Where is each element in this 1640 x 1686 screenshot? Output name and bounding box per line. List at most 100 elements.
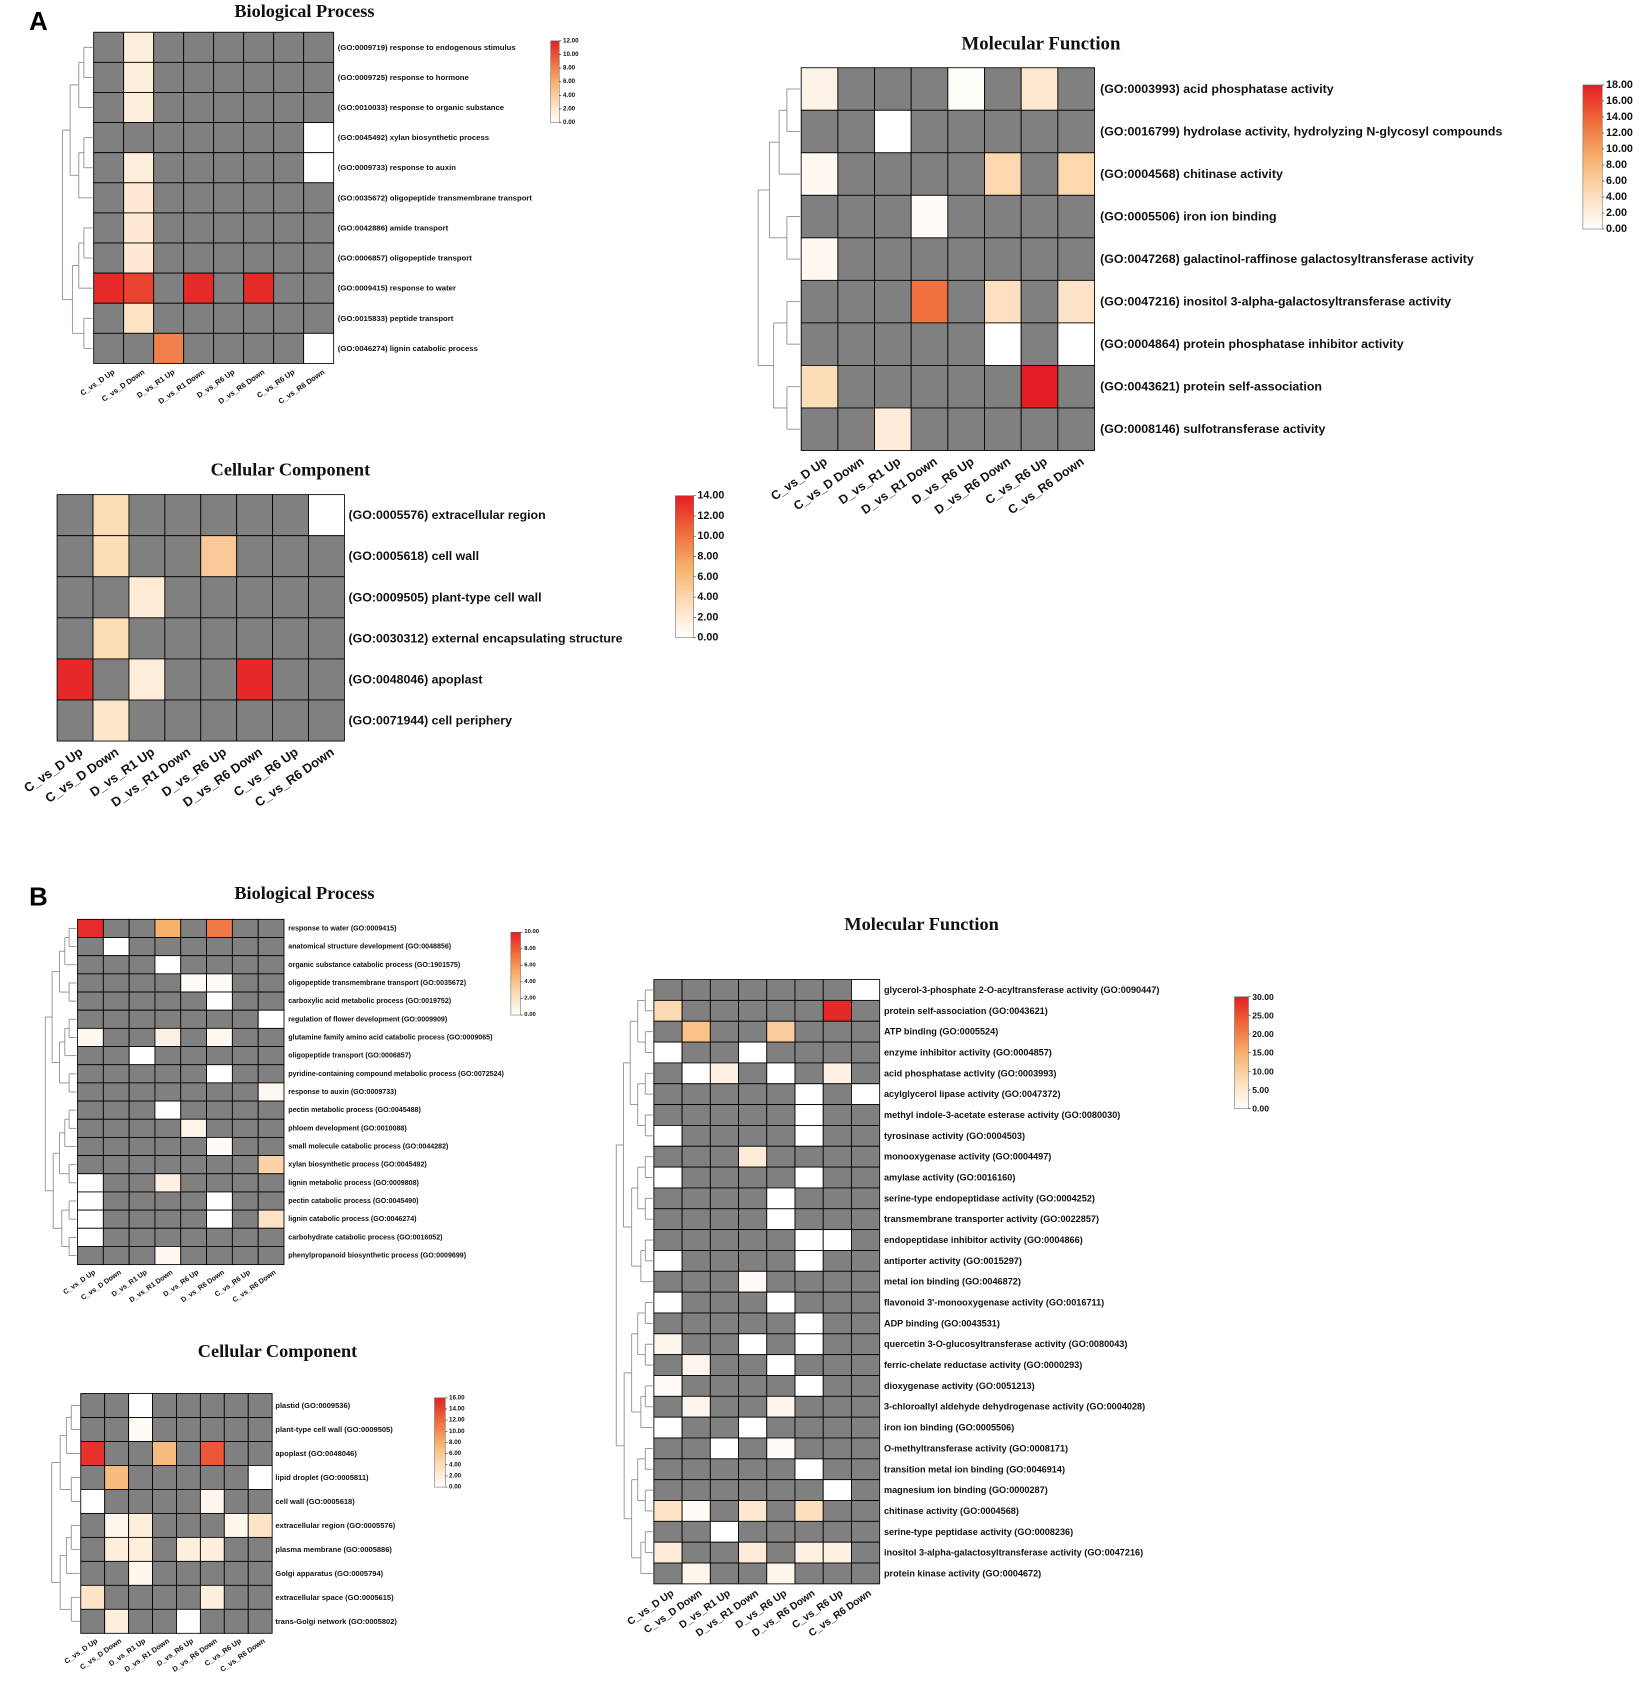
heatmap-cell [947, 279, 985, 324]
heatmap-cell [200, 494, 238, 537]
heatmap-cell [128, 918, 156, 938]
heatmap-cell [128, 1608, 153, 1634]
heatmap-cell [199, 1489, 225, 1514]
heatmap-cell [257, 1009, 285, 1029]
heatmap-chart: Cellular Component (GO:0005576) extracell… [21, 459, 724, 810]
heatmap-cell [273, 92, 305, 124]
heatmap-cell [800, 407, 839, 451]
heatmap-cell [681, 979, 711, 1001]
heatmap-cell [257, 991, 285, 1011]
heatmap-cell [200, 576, 238, 619]
color-scale-tick-label: 2.00 [563, 105, 576, 112]
heatmap-cell [303, 332, 335, 364]
row-label: lignin metabolic process (GO:0009808) [288, 1179, 419, 1187]
color-scale-tick-label: 8.00 [1606, 159, 1627, 171]
heatmap-cell [822, 999, 852, 1022]
row-label: (GO:0005618) cell wall [349, 549, 480, 563]
heatmap-cell [738, 1124, 768, 1147]
row-label: ADP binding (GO:0043531) [884, 1318, 1000, 1328]
heatmap-cell [273, 332, 305, 364]
heatmap-cell [77, 1046, 104, 1066]
heatmap-cell [738, 979, 768, 1001]
heatmap-cell [93, 302, 125, 334]
heatmap-cell [154, 1209, 182, 1229]
heatmap-cell [93, 212, 125, 244]
heatmap-cell [152, 1560, 177, 1586]
heatmap-cell [738, 1541, 768, 1564]
heatmap-cell [154, 1082, 182, 1102]
heatmap-cell [794, 1437, 824, 1460]
heatmap-cell [223, 1560, 249, 1586]
heatmap-cell [303, 61, 335, 93]
row-label: carboxylic acid metabolic process (GO:00… [288, 997, 451, 1005]
heatmap-chart: Biological Process (GO:0009719) response … [62, 1, 579, 406]
heatmap-cell [243, 31, 275, 63]
row-label: response to auxin (GO:0009733) [288, 1088, 396, 1096]
heatmap-cell [180, 1173, 207, 1193]
chart-title: Molecular Function [962, 33, 1121, 54]
color-scale-tick-label: 0.00 [1606, 223, 1627, 235]
heatmap-cell [794, 1479, 824, 1501]
heatmap-cell [153, 302, 185, 334]
heatmap-cell [947, 407, 985, 451]
heatmap-cell [243, 182, 275, 214]
heatmap-cell [794, 1333, 824, 1356]
heatmap-cell [199, 1417, 225, 1442]
heatmap-cell [273, 242, 305, 274]
heatmap-cell [128, 1046, 156, 1066]
color-scale-bar [1582, 84, 1603, 230]
heatmap-cell [738, 1479, 768, 1501]
row-label: amylase activity (GO:0016160) [884, 1173, 1015, 1183]
row-label: pectin catabolic process (GO:0045490) [288, 1197, 418, 1205]
heatmap-cell [236, 699, 274, 742]
heatmap-cell [681, 1479, 711, 1501]
row-label: oligopeptide transmembrane transport (GO… [288, 979, 466, 987]
heatmap-cell [303, 182, 335, 214]
row-label: quercetin 3-O-glucosyltransferase activi… [884, 1339, 1127, 1349]
row-label: transition metal ion binding (GO:0046914… [884, 1464, 1065, 1474]
heatmap-cell [153, 272, 185, 304]
heatmap-cell [128, 1560, 153, 1586]
heatmap-cell [709, 1479, 739, 1501]
heatmap-cell [152, 1489, 177, 1514]
row-label: (GO:0008146) sulfotransferase activity [1100, 422, 1325, 436]
color-scale-tick-label: 4.00 [524, 979, 536, 985]
heatmap-cell [738, 1500, 768, 1522]
chart-title: Biological Process [234, 883, 374, 903]
color-scale-tick-label: 4.00 [449, 1461, 462, 1468]
heatmap-cell [794, 1541, 824, 1564]
heatmap-cell [257, 1064, 285, 1084]
row-label: (GO:0071944) cell periphery [349, 714, 513, 728]
heatmap-cell [56, 494, 94, 537]
heatmap-cell [681, 1250, 711, 1272]
heatmap-cell [247, 1512, 273, 1538]
heatmap-cell [206, 1082, 233, 1102]
heatmap-cell [257, 937, 285, 957]
heatmap-cell [653, 1229, 683, 1251]
heatmap-cell [93, 332, 125, 364]
chart-title: Biological Process [234, 1, 374, 21]
heatmap-cell [213, 182, 245, 214]
heatmap-cell [231, 918, 259, 938]
row-label: extracellular region (GO:0005576) [275, 1521, 395, 1530]
heatmap-cell [213, 31, 245, 63]
heatmap-cell [984, 237, 1022, 281]
heatmap-cell [1020, 407, 1059, 451]
heatmap-cell [154, 1173, 182, 1193]
heatmap-cell [800, 67, 839, 111]
heatmap-cell [766, 979, 796, 1001]
row-label: pyridine-containing compound metabolic p… [288, 1070, 504, 1078]
heatmap-cell [653, 1458, 683, 1481]
heatmap-cell [794, 1270, 824, 1293]
heatmap-cell [223, 1512, 249, 1538]
heatmap-cell [681, 1541, 711, 1564]
heatmap-cell [709, 1500, 739, 1522]
heatmap-cell [93, 92, 125, 124]
color-scale-tick-label: 20.00 [1252, 1029, 1274, 1039]
heatmap-cell [681, 1395, 711, 1418]
row-label: (GO:0047216) inositol 3-alpha-galactosyl… [1100, 295, 1451, 309]
heatmap-cell [1020, 194, 1059, 239]
color-scale-tick-label: 12.00 [1606, 127, 1633, 139]
heatmap-cell [681, 1020, 711, 1043]
